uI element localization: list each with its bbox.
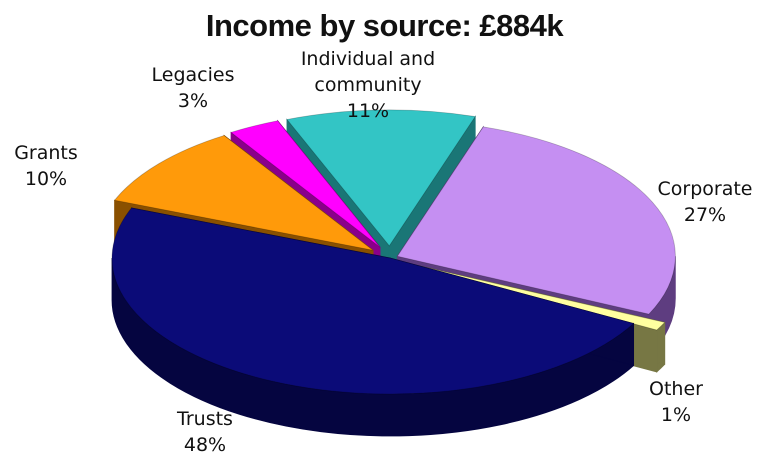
slice-top-individual xyxy=(286,109,476,247)
slice-label-grants-name: Grants xyxy=(14,142,78,164)
slice-label-individual-line1: Individual and xyxy=(300,48,436,70)
slice-label-legacies: Legacies 3% xyxy=(138,62,248,114)
slice-label-trusts-name: Trusts xyxy=(177,408,233,430)
slice-label-legacies-percent: 3% xyxy=(177,90,209,112)
chart-title: Income by source: £884k xyxy=(205,8,564,43)
slice-top-legacies xyxy=(230,120,381,248)
slice-top-corporate xyxy=(396,126,676,315)
slice-label-corporate-name: Corporate xyxy=(657,178,753,200)
slice-trusts xyxy=(111,207,635,437)
slice-label-corporate-percent: 27% xyxy=(683,204,727,226)
slice-label-other-percent: 1% xyxy=(660,404,692,426)
slice-label-grants: Grants 10% xyxy=(0,140,92,192)
slice-label-other-name: Other xyxy=(649,378,703,400)
slice-label-other: Other 1% xyxy=(628,376,724,428)
slice-label-individual-line2: community xyxy=(314,74,422,96)
slice-label-individual: Individual and community 11% xyxy=(278,46,458,124)
slice-label-individual-percent: 11% xyxy=(346,100,390,122)
slice-top-trusts xyxy=(111,207,635,395)
slice-label-corporate: Corporate 27% xyxy=(645,176,765,228)
slice-top-grants xyxy=(113,135,374,251)
slice-label-legacies-name: Legacies xyxy=(151,64,235,86)
slice-label-grants-percent: 10% xyxy=(24,168,68,190)
slice-label-trusts-percent: 48% xyxy=(183,434,227,456)
slice-label-trusts: Trusts 48% xyxy=(150,406,260,458)
